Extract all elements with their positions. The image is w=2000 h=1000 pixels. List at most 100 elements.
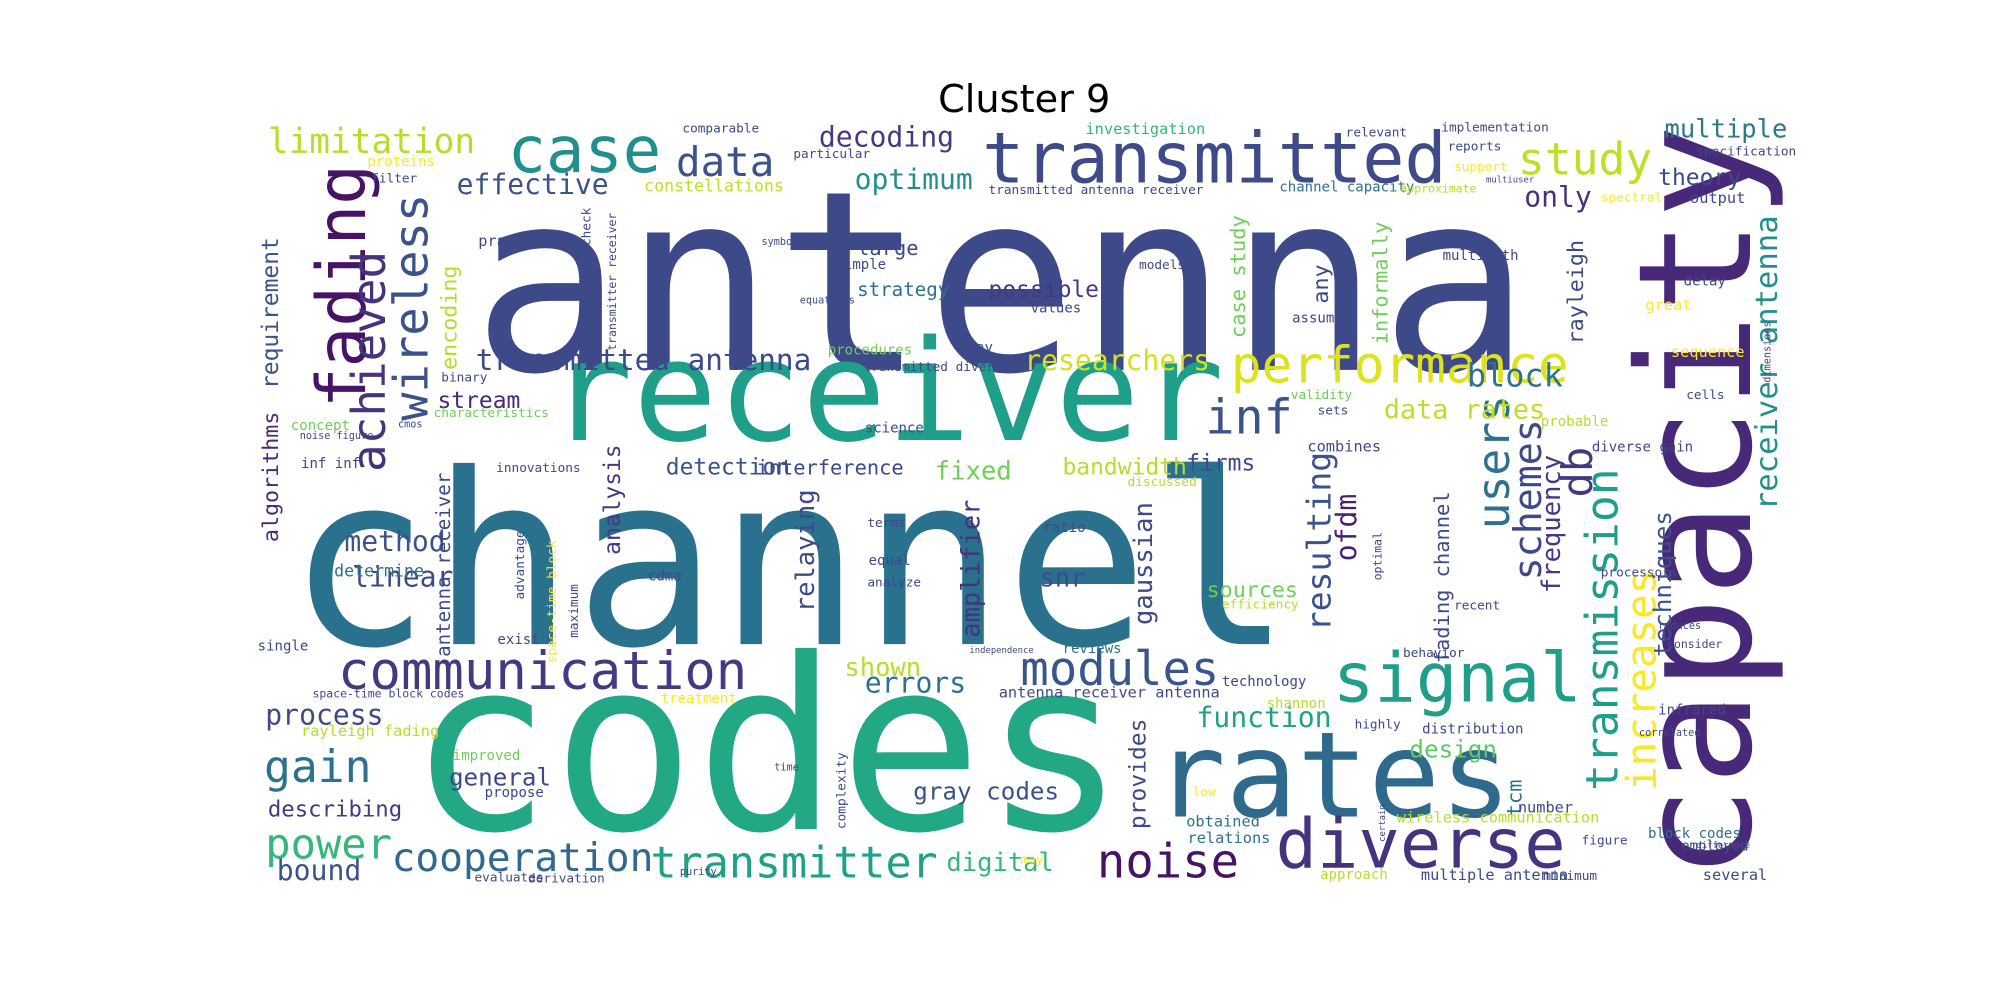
word: bound xyxy=(277,854,361,887)
word: investigation xyxy=(1085,120,1205,138)
word: simple xyxy=(835,257,886,273)
word: recent xyxy=(1454,599,1500,614)
word: optimal xyxy=(1370,532,1384,580)
word: cooperation xyxy=(392,835,654,881)
word: digital xyxy=(946,848,1053,878)
word: describing xyxy=(268,796,402,822)
word: requirement xyxy=(258,237,284,389)
word: strategy xyxy=(857,278,949,301)
word: equations xyxy=(800,296,855,307)
word: inf xyxy=(1205,390,1293,446)
word: firms xyxy=(1186,451,1255,477)
word: constellations xyxy=(644,176,784,195)
word: relations xyxy=(1188,829,1271,847)
word: assumed xyxy=(1292,311,1351,327)
word: theory xyxy=(1658,165,1741,191)
word: specification xyxy=(1696,145,1796,160)
word: space-time block xyxy=(545,540,560,663)
word: fading xyxy=(302,164,381,408)
word: amplifier xyxy=(957,500,987,638)
word: purity xyxy=(680,867,717,878)
word: codes xyxy=(408,609,1126,886)
word: maximum xyxy=(567,584,582,638)
word: discussed xyxy=(1128,475,1197,490)
word: case xyxy=(508,114,662,188)
word: reduces xyxy=(1658,621,1701,632)
word: transmitted diverse xyxy=(864,360,1010,375)
title: Cluster 9 xyxy=(938,77,1110,122)
word: study xyxy=(1518,134,1652,186)
word: noise figure xyxy=(300,431,374,442)
word: users xyxy=(1468,395,1520,529)
word: cells xyxy=(1686,388,1724,403)
word: combines xyxy=(1307,438,1381,456)
word: infrared xyxy=(1658,702,1726,718)
word: antenna receiver xyxy=(432,473,455,657)
word: single xyxy=(258,639,309,655)
word: particular xyxy=(793,147,870,162)
word: proteins xyxy=(367,154,435,170)
word: decoding xyxy=(819,121,954,154)
word: function xyxy=(1196,701,1331,734)
word: transmission xyxy=(1576,468,1628,790)
word: stream xyxy=(438,388,521,414)
word: process xyxy=(265,698,383,731)
word: rayleigh xyxy=(1564,240,1589,344)
word: techniques xyxy=(1649,511,1677,657)
word: possible xyxy=(989,277,1099,303)
word: figure xyxy=(1582,833,1628,848)
word: errors xyxy=(865,667,966,700)
word: case study xyxy=(1226,215,1250,338)
word: space-time block codes xyxy=(313,687,465,701)
word: signal xyxy=(1333,639,1582,719)
word: increases xyxy=(1618,570,1666,791)
word: ratio xyxy=(1043,520,1085,536)
word: behavior xyxy=(1403,646,1465,661)
word: innovations xyxy=(496,461,580,476)
word: propose xyxy=(485,785,544,801)
word: rates xyxy=(1154,706,1511,844)
word: cdma xyxy=(648,568,682,584)
word: output xyxy=(1690,189,1745,207)
word: obtained xyxy=(1186,813,1260,831)
word: relaying xyxy=(791,489,821,612)
word: researchers xyxy=(1024,344,1210,377)
word: highly xyxy=(1355,717,1401,732)
word: algorithms xyxy=(259,412,284,542)
word: terms xyxy=(867,516,905,531)
word: certain xyxy=(1378,804,1388,842)
word: great xyxy=(1645,296,1691,314)
word: improved xyxy=(453,748,521,764)
word: gaussian xyxy=(1129,502,1159,625)
word: equal xyxy=(869,553,911,569)
word: receiver antenna xyxy=(1750,215,1785,510)
word: delay xyxy=(1684,274,1726,290)
word: reports xyxy=(1448,140,1502,155)
word: antenna receiver antenna xyxy=(999,684,1220,702)
word: modules xyxy=(1020,642,1219,697)
word: minimum xyxy=(1543,869,1597,884)
word: only xyxy=(1524,181,1592,214)
word: multiuser xyxy=(1486,175,1535,185)
word: informally xyxy=(1369,222,1393,345)
word: effective xyxy=(457,168,609,201)
word: limitation xyxy=(268,122,475,162)
word: snr xyxy=(1040,564,1086,594)
word: channel xyxy=(287,424,1292,701)
word: approach xyxy=(1320,867,1388,883)
word: support xyxy=(1454,160,1508,175)
word: symbolic xyxy=(761,237,810,248)
cloud-background xyxy=(261,117,1782,890)
word: filter xyxy=(371,171,417,186)
word: difference xyxy=(1696,841,1750,851)
word: independence xyxy=(969,646,1033,656)
word: interference xyxy=(756,455,903,479)
word: performance xyxy=(1231,337,1569,396)
word: shown xyxy=(844,653,921,683)
word: block xyxy=(1467,356,1563,394)
word: science xyxy=(865,420,924,436)
word: sets xyxy=(1318,404,1349,419)
word: treatment xyxy=(661,691,737,707)
